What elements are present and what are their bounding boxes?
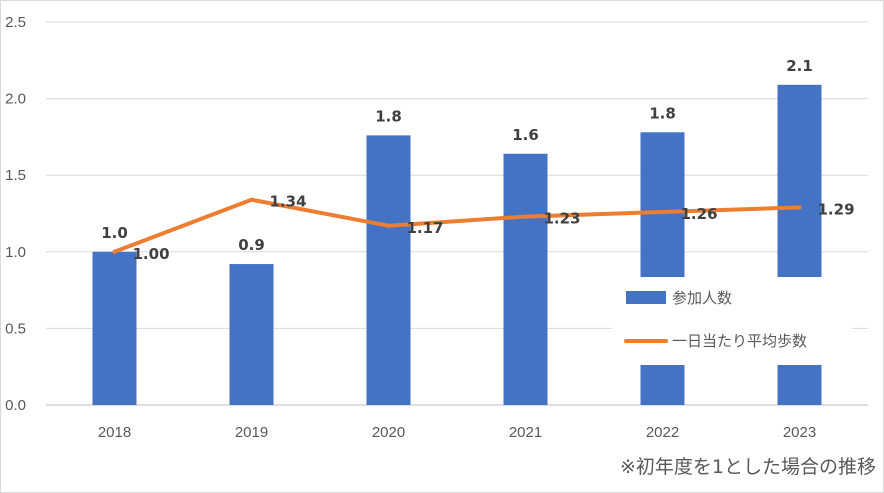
bar-data-label: 1.6 (512, 126, 539, 144)
y-tick-label: 1.5 (5, 167, 26, 184)
line-point (386, 223, 391, 228)
x-tick-label: 2023 (783, 424, 816, 441)
bar (366, 135, 411, 406)
bar (503, 153, 548, 405)
legend-label: 参加人数 (672, 289, 732, 307)
line-data-label: 1.29 (818, 200, 855, 218)
line-data-label: 1.17 (407, 219, 444, 237)
y-tick-label: 2.0 (5, 91, 26, 108)
line-point (249, 197, 254, 202)
bar-data-label: 2.1 (786, 57, 813, 75)
bar-data-label: 1.8 (375, 107, 402, 125)
series-line (112, 197, 802, 254)
bar-data-label: 1.0 (101, 224, 128, 242)
line-data-label: 1.26 (681, 205, 718, 223)
x-tick-label: 2018 (98, 424, 131, 441)
line-data-label: 1.34 (270, 193, 307, 211)
x-tick-label: 2019 (235, 424, 268, 441)
bar (92, 251, 137, 405)
y-tick-label: 0.0 (5, 397, 26, 414)
x-tick-label: 2021 (509, 424, 542, 441)
line-data-label: 1.00 (133, 245, 170, 263)
bar (229, 264, 274, 405)
bar-data-label: 1.8 (649, 104, 676, 122)
line-point (112, 249, 117, 254)
footnote: ※初年度を1とした場合の推移 (619, 456, 876, 478)
x-tick-label: 2020 (372, 424, 405, 441)
bar-data-label: 0.9 (238, 236, 265, 254)
y-tick-label: 2.5 (5, 14, 26, 31)
line-point (660, 209, 665, 214)
line-point (797, 205, 802, 210)
legend-label: 一日当たり平均歩数 (672, 332, 807, 350)
x-tick-label: 2022 (646, 424, 679, 441)
legend-swatch-bar (626, 291, 666, 304)
y-tick-label: 1.0 (5, 244, 26, 261)
line-point (523, 214, 528, 219)
line-data-label: 1.23 (544, 210, 581, 228)
y-tick-label: 0.5 (5, 320, 26, 337)
